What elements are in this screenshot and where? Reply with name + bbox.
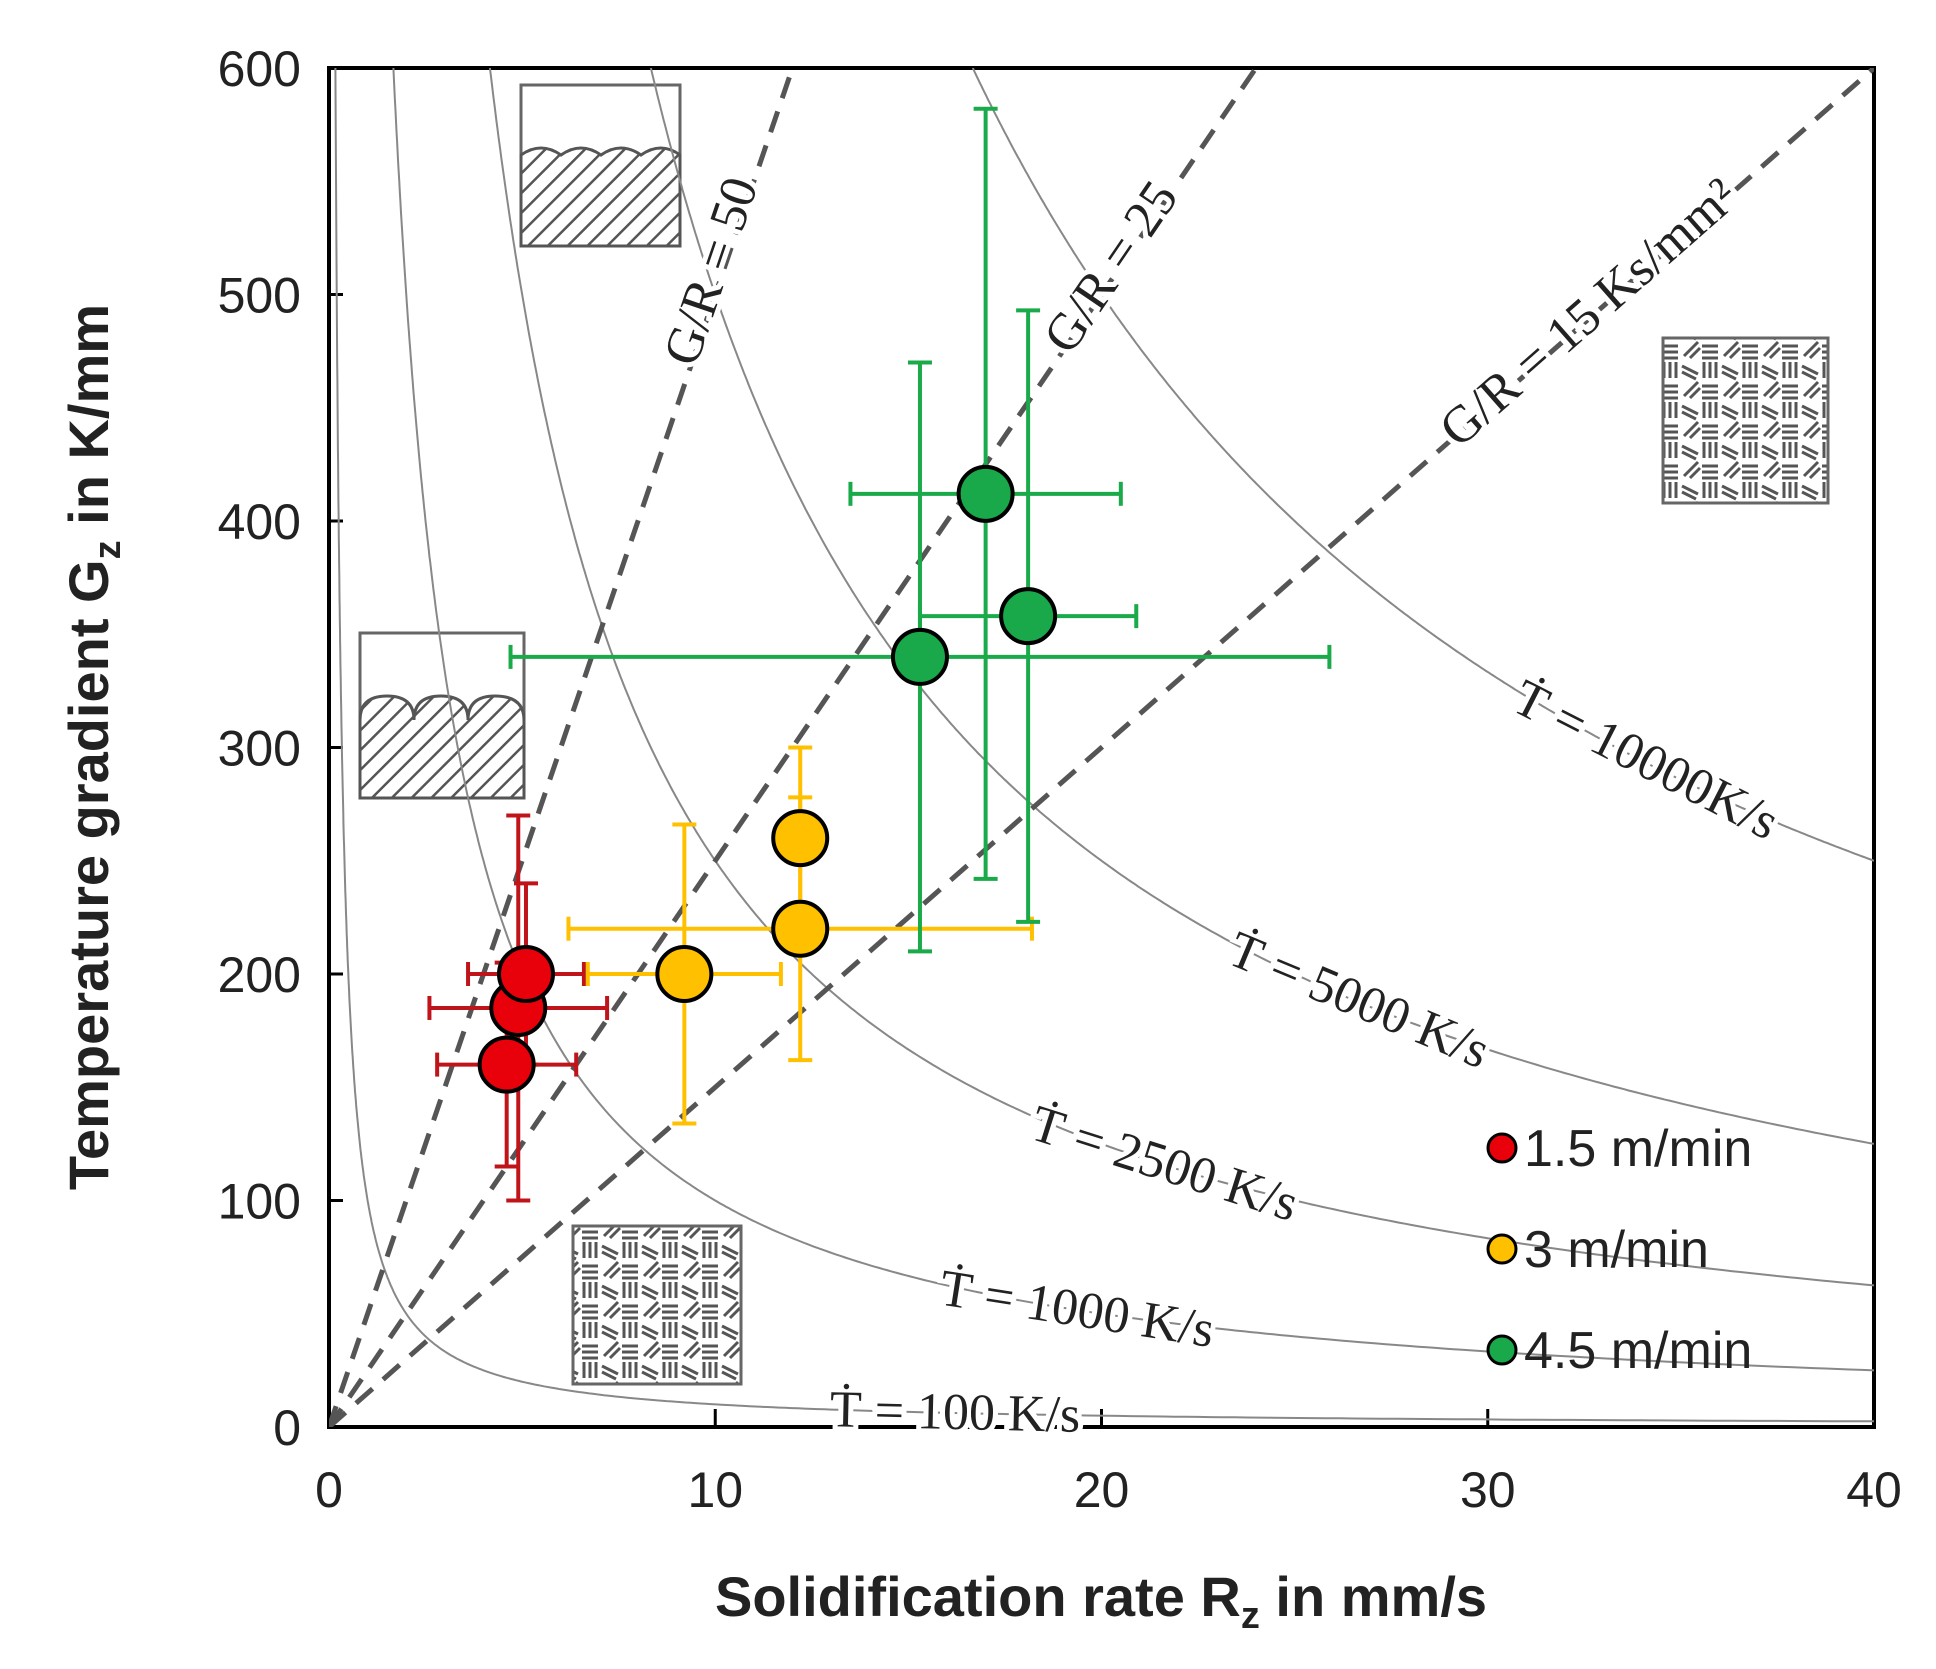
y-axis-label: Temperature gradient Gz in K/mm [57,304,129,1190]
data-point [771,899,830,958]
data-point [999,587,1058,646]
x-label-sub: z [1241,1595,1260,1637]
y-tick-label: 0 [273,1400,301,1456]
data-point [956,464,1015,523]
x-tick-label: 40 [1846,1462,1902,1518]
legend-label: 4.5 m/min [1524,1322,1752,1380]
y-tick-label: 400 [218,494,301,550]
gr-ratio-line [329,68,795,1427]
gr-ratio-line [329,68,1874,1427]
cooling-rate-label: Ṫ = 1000 K/s [936,1260,1218,1359]
legend-label: 1.5 m/min [1524,1120,1752,1178]
x-tick-label: 20 [1074,1462,1130,1518]
cooling-rate-label: Ṫ = 2500 K/s [1024,1095,1305,1233]
legend-label: 3 m/min [1524,1221,1709,1279]
cooling-rate-curve [334,68,1874,1423]
data-point [655,945,714,1003]
data-point [477,1035,536,1094]
y-tick-label: 300 [218,721,301,777]
cooling-rate-curve [971,68,1874,862]
x-axis-label: Solidification rate Rz in mm/s [715,1565,1487,1637]
y-label-rest: in K/mm [57,304,120,540]
cooling-rate-label: Ṫ = 100 K/s [829,1381,1081,1444]
inset-equiaxed [571,1224,743,1386]
inset-cellular [358,631,526,800]
y-label-main: Temperature gradient G [57,559,120,1190]
x-tick-label: 30 [1460,1462,1516,1518]
x-label-rest: in mm/s [1260,1565,1487,1628]
y-tick-label: 200 [218,947,301,1003]
data-point [890,627,949,686]
inset-columnar [519,83,682,248]
x-tick-label: 10 [687,1462,743,1518]
legend-marker [1486,1233,1518,1265]
x-label-main: Solidification rate R [715,1565,1241,1628]
data-point [496,945,555,1003]
guide-lines [329,68,1874,1427]
cooling-rate-label: Ṫ = 10000K/s [1504,669,1788,851]
gr-ratio-line [329,68,1259,1427]
x-tick-label: 0 [315,1462,343,1518]
y-label-sub: z [87,540,129,559]
y-tick-label: 500 [218,268,301,324]
data-point [771,809,830,868]
legend-marker [1486,1132,1518,1164]
cooling-rate-label: Ṫ = 5000 K/s [1220,921,1497,1080]
legend-marker [1486,1334,1518,1366]
y-tick-label: 100 [218,1174,301,1230]
cooling-rate-curve [392,68,1874,1372]
gr-ratio-label: G/R = 25 [1033,171,1189,363]
y-tick-label: 600 [218,41,301,97]
inset-equiaxed-fine [1661,336,1830,505]
